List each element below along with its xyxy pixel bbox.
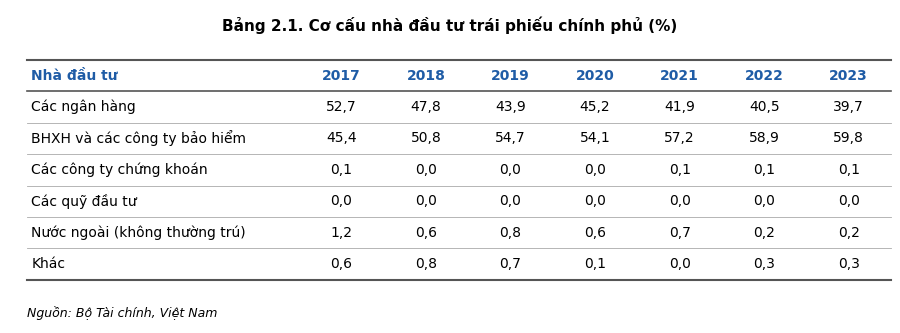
Text: 2019: 2019 bbox=[491, 69, 530, 83]
Text: 0,1: 0,1 bbox=[330, 163, 353, 177]
Text: 0,6: 0,6 bbox=[584, 226, 606, 240]
Text: 0,2: 0,2 bbox=[838, 226, 860, 240]
Text: 0,6: 0,6 bbox=[415, 226, 437, 240]
Text: 0,0: 0,0 bbox=[584, 163, 606, 177]
Text: 0,0: 0,0 bbox=[415, 194, 436, 208]
Text: 59,8: 59,8 bbox=[833, 132, 864, 146]
Text: 0,7: 0,7 bbox=[669, 226, 690, 240]
Text: 1,2: 1,2 bbox=[330, 226, 353, 240]
Text: Các công ty chứng khoán: Các công ty chứng khoán bbox=[32, 163, 208, 177]
Text: 0,0: 0,0 bbox=[330, 194, 353, 208]
Text: Nhà đầu tư: Nhà đầu tư bbox=[32, 69, 118, 83]
Text: 45,2: 45,2 bbox=[580, 100, 610, 114]
Text: 0,0: 0,0 bbox=[669, 257, 690, 271]
Text: 0,0: 0,0 bbox=[415, 163, 436, 177]
Text: 40,5: 40,5 bbox=[749, 100, 779, 114]
Text: 47,8: 47,8 bbox=[410, 100, 441, 114]
Text: 54,1: 54,1 bbox=[580, 132, 610, 146]
Text: 2023: 2023 bbox=[830, 69, 868, 83]
Text: 0,2: 0,2 bbox=[753, 226, 775, 240]
Text: 0,0: 0,0 bbox=[500, 163, 521, 177]
Text: 52,7: 52,7 bbox=[326, 100, 356, 114]
Text: 0,0: 0,0 bbox=[584, 194, 606, 208]
Text: 45,4: 45,4 bbox=[326, 132, 356, 146]
Text: 0,0: 0,0 bbox=[669, 194, 690, 208]
Text: 43,9: 43,9 bbox=[495, 100, 526, 114]
Text: BHXH và các công ty bảo hiểm: BHXH và các công ty bảo hiểm bbox=[32, 131, 247, 147]
Text: 50,8: 50,8 bbox=[410, 132, 441, 146]
Text: Các quỹ đầu tư: Các quỹ đầu tư bbox=[32, 194, 137, 209]
Text: 2022: 2022 bbox=[744, 69, 784, 83]
Text: 2017: 2017 bbox=[322, 69, 361, 83]
Text: 2018: 2018 bbox=[407, 69, 446, 83]
Text: 41,9: 41,9 bbox=[664, 100, 695, 114]
Text: 0,0: 0,0 bbox=[838, 194, 860, 208]
Text: 2020: 2020 bbox=[576, 69, 615, 83]
Text: 2021: 2021 bbox=[661, 69, 699, 83]
Text: 0,1: 0,1 bbox=[669, 163, 690, 177]
Text: 0,1: 0,1 bbox=[584, 257, 606, 271]
Text: 0,1: 0,1 bbox=[838, 163, 860, 177]
Text: 0,8: 0,8 bbox=[500, 226, 521, 240]
Text: 0,1: 0,1 bbox=[753, 163, 775, 177]
Text: 0,3: 0,3 bbox=[753, 257, 775, 271]
Text: Nước ngoài (không thường trú): Nước ngoài (không thường trú) bbox=[32, 225, 246, 240]
Text: 57,2: 57,2 bbox=[664, 132, 695, 146]
Text: 0,7: 0,7 bbox=[500, 257, 521, 271]
Text: 58,9: 58,9 bbox=[749, 132, 779, 146]
Text: 0,0: 0,0 bbox=[500, 194, 521, 208]
Text: 54,7: 54,7 bbox=[495, 132, 526, 146]
Text: 0,3: 0,3 bbox=[838, 257, 860, 271]
Text: 0,0: 0,0 bbox=[753, 194, 775, 208]
Text: 0,8: 0,8 bbox=[415, 257, 437, 271]
Text: Khác: Khác bbox=[32, 257, 66, 271]
Text: Bảng 2.1. Cơ cấu nhà đầu tư trái phiếu chính phủ (%): Bảng 2.1. Cơ cấu nhà đầu tư trái phiếu c… bbox=[222, 17, 678, 34]
Text: 39,7: 39,7 bbox=[833, 100, 864, 114]
Text: Nguồn: Bộ Tài chính, Việt Nam: Nguồn: Bộ Tài chính, Việt Nam bbox=[27, 306, 218, 320]
Text: Các ngân hàng: Các ngân hàng bbox=[32, 100, 136, 114]
Text: 0,6: 0,6 bbox=[330, 257, 353, 271]
